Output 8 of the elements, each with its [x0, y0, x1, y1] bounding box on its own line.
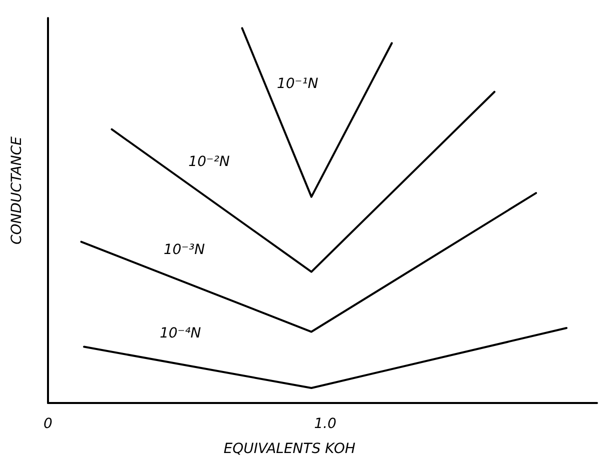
series-label: 10⁻¹N — [276, 76, 319, 92]
series-label: 10⁻³N — [164, 242, 206, 258]
x-tick-label: 1.0 — [314, 416, 336, 432]
series-label: 10⁻²N — [188, 154, 230, 170]
x-axis-title: EQUIVALENTS KOH — [224, 441, 356, 457]
x-tick-label: 0 — [44, 416, 53, 432]
y-axis-title: CONDUCTANCE — [9, 136, 25, 245]
series-label: 10⁻⁴N — [160, 326, 202, 342]
